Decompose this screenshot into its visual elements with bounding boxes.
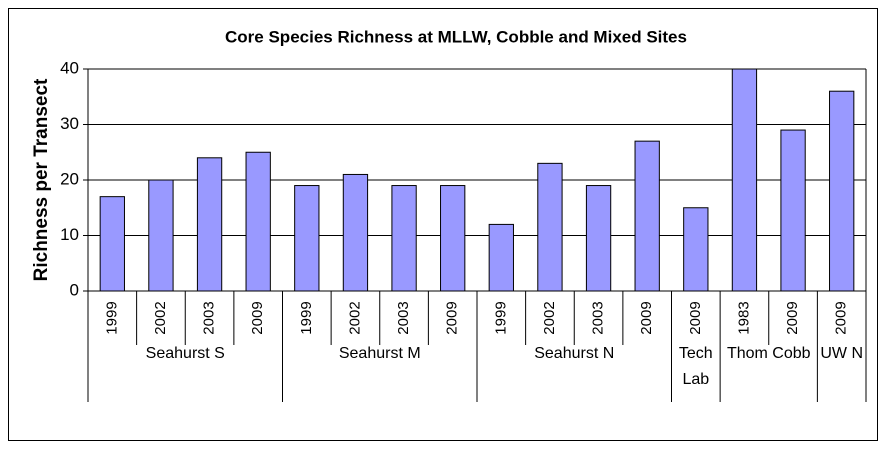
- bar: [342, 173, 369, 292]
- x-tick-label: 2002: [152, 301, 169, 334]
- bar: [585, 185, 612, 292]
- chart-title: Core Species Richness at MLLW, Cobble an…: [225, 27, 687, 46]
- x-tick-label: 2002: [346, 301, 363, 334]
- bar: [731, 68, 758, 292]
- group-label: Seahurst M: [338, 345, 421, 362]
- x-tick-label: 2003: [395, 301, 412, 334]
- group-label-box: Seahurst S: [145, 345, 225, 362]
- bar: [440, 185, 466, 292]
- bar: [829, 90, 855, 292]
- x-tick-label: 2009: [687, 301, 704, 334]
- bar: [391, 185, 417, 292]
- x-tick-label: 1999: [492, 301, 509, 334]
- bar: [634, 140, 660, 292]
- group-label: Seahurst N: [534, 345, 615, 362]
- y-axis-label: Richness per Transect: [31, 78, 52, 281]
- x-tick-label: 1999: [103, 301, 120, 334]
- x-tick-label: 2009: [784, 301, 801, 334]
- group-label: Tech Lab: [678, 345, 713, 388]
- x-tick-label: 2009: [638, 301, 655, 334]
- bar: [780, 129, 806, 292]
- x-tick-label: 2002: [541, 301, 558, 334]
- x-tick-label: 2009: [833, 301, 850, 334]
- bar: [683, 207, 709, 292]
- bar: [294, 185, 320, 292]
- group-label: Seahurst S: [145, 345, 225, 362]
- group-label-box: Seahurst M: [338, 345, 421, 362]
- y-tick-label: 0: [70, 280, 79, 299]
- group-label-box: Tech Lab: [678, 345, 713, 388]
- group-label: Thom Cobb: [726, 345, 811, 362]
- group-label: UW N: [820, 345, 864, 362]
- group-label-box: UW N: [820, 345, 864, 362]
- x-tick-label: 2003: [590, 301, 607, 334]
- x-tick-label: 1999: [298, 301, 315, 334]
- bar: [488, 223, 514, 292]
- x-tick-label: 2003: [201, 301, 218, 334]
- y-tick-label: 40: [60, 58, 79, 77]
- bar: [537, 162, 563, 292]
- y-tick-label: 10: [60, 225, 79, 244]
- x-tick-label: 2009: [444, 301, 461, 334]
- bar: [196, 157, 223, 292]
- y-tick-label: 20: [60, 169, 79, 188]
- x-tick-label: 2009: [249, 301, 266, 334]
- bar: [99, 196, 125, 292]
- x-tick-label: 1983: [735, 301, 752, 334]
- group-label-box: Seahurst N: [534, 345, 615, 362]
- y-tick-label: 30: [60, 114, 79, 133]
- group-label-box: Thom Cobb: [726, 345, 811, 362]
- bar: [148, 179, 174, 292]
- bar: [245, 151, 271, 292]
